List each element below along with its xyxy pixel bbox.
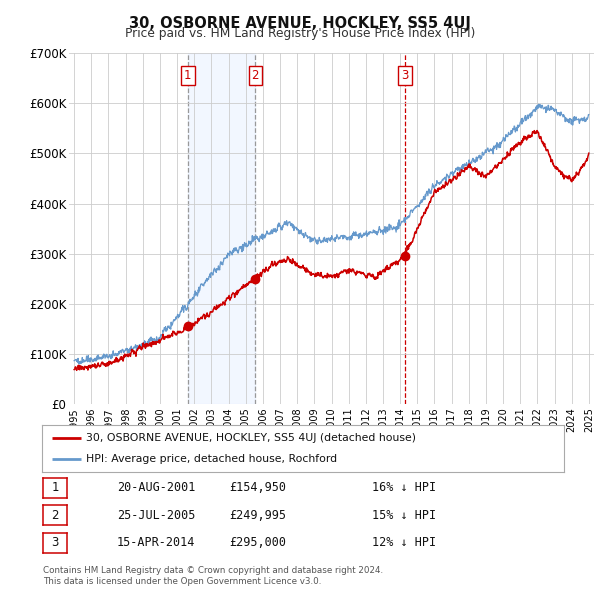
Text: £249,995: £249,995 [229,509,287,522]
Text: Price paid vs. HM Land Registry's House Price Index (HPI): Price paid vs. HM Land Registry's House … [125,27,475,40]
Text: 2: 2 [251,69,259,82]
Text: 15% ↓ HPI: 15% ↓ HPI [372,509,436,522]
Text: 25-JUL-2005: 25-JUL-2005 [117,509,196,522]
Text: £154,950: £154,950 [229,481,287,494]
Text: Contains HM Land Registry data © Crown copyright and database right 2024.
This d: Contains HM Land Registry data © Crown c… [43,566,383,586]
Text: 3: 3 [401,69,409,82]
Text: 20-AUG-2001: 20-AUG-2001 [117,481,196,494]
Text: £295,000: £295,000 [229,536,287,549]
Text: 15-APR-2014: 15-APR-2014 [117,536,196,549]
Text: 12% ↓ HPI: 12% ↓ HPI [372,536,436,549]
Text: 3: 3 [52,536,59,549]
Text: 30, OSBORNE AVENUE, HOCKLEY, SS5 4UJ (detached house): 30, OSBORNE AVENUE, HOCKLEY, SS5 4UJ (de… [86,432,416,442]
Text: 16% ↓ HPI: 16% ↓ HPI [372,481,436,494]
Bar [188,53,256,404]
Text: 2: 2 [52,509,59,522]
Text: 1: 1 [184,69,191,82]
Text: HPI: Average price, detached house, Rochford: HPI: Average price, detached house, Roch… [86,454,337,464]
Text: 1: 1 [52,481,59,494]
Text: 30, OSBORNE AVENUE, HOCKLEY, SS5 4UJ: 30, OSBORNE AVENUE, HOCKLEY, SS5 4UJ [129,16,471,31]
